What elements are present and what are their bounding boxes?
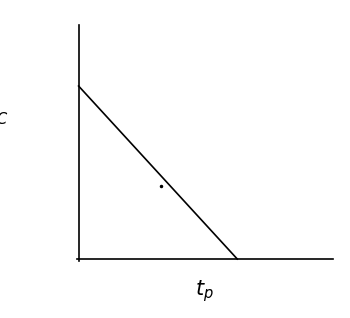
Text: $t_p$: $t_p$	[195, 279, 214, 304]
Text: $C_C$: $C_C$	[0, 103, 9, 127]
